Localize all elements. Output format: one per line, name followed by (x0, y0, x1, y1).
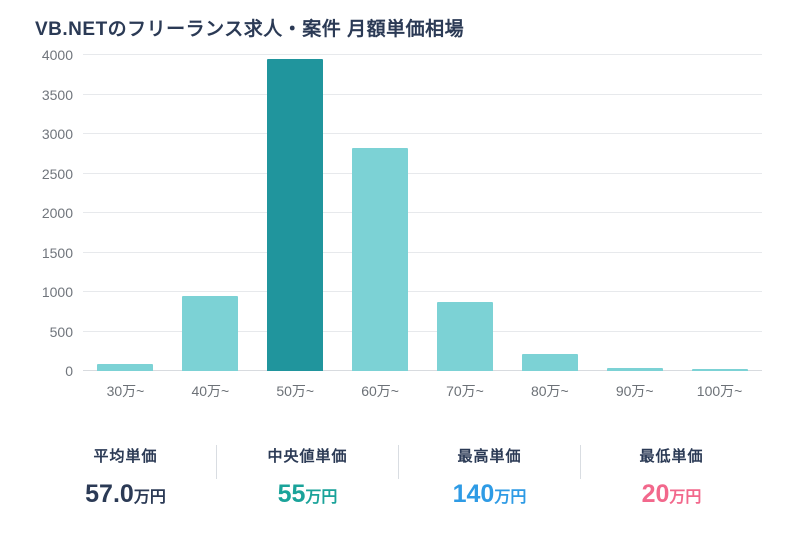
x-tick-label: 60万~ (361, 383, 399, 399)
bar-30万~ (97, 363, 154, 371)
gridline (83, 251, 762, 253)
bar-40万~ (182, 295, 239, 371)
gridline (83, 212, 762, 213)
x-tick-label: 30万~ (106, 383, 145, 399)
y-tick-label: 2000 (41, 205, 73, 221)
y-tick-label: 3000 (41, 126, 73, 142)
stat-min-value: 20万円 (641, 480, 702, 508)
y-tick-label: 3500 (41, 86, 73, 103)
plot-area (83, 54, 762, 371)
bar-100万~ (691, 369, 748, 371)
bar-slot (253, 55, 338, 371)
bar-80万~ (521, 354, 578, 371)
x-axis: 30万~ 40万~ 50万~ 60万~ 70万~ 80万~ 90万~ 100万~ (83, 371, 762, 401)
bar-slot (507, 55, 592, 371)
gridline (83, 93, 762, 95)
gridline (83, 291, 762, 292)
gridline (83, 370, 762, 371)
gridline (83, 133, 762, 134)
gridline (83, 54, 762, 55)
y-tick-label: 4000 (41, 47, 73, 63)
divider (216, 445, 217, 479)
stat-median-label: 中央値単価 (267, 448, 348, 465)
divider (580, 445, 581, 479)
gridline (83, 330, 762, 332)
y-tick-label: 1500 (41, 244, 73, 261)
stat-max-value: 140万円 (452, 480, 527, 508)
bar-70万~ (436, 302, 493, 371)
stat-average: 平均単価 57.0万円 (35, 445, 216, 507)
y-tick-label: 500 (49, 323, 73, 340)
x-tick-label: 100万~ (696, 383, 743, 399)
x-tick-label: 70万~ (446, 383, 484, 399)
stats-row: 平均単価 57.0万円 中央値単価 55万円 最高単価 140万円 最低単価 2… (35, 445, 762, 507)
x-tick-label: 40万~ (191, 383, 230, 399)
stat-average-label: 平均単価 (93, 448, 158, 465)
bars-container (83, 55, 762, 371)
stat-min-label: 最低単価 (639, 448, 704, 465)
page-title: VB.NETのフリーランス求人・案件 月額単価相場 (35, 19, 465, 40)
bar-slot (338, 55, 423, 371)
stat-max: 最高単価 140万円 (399, 445, 580, 507)
bar-50万~ (267, 58, 324, 371)
bar-slot (423, 55, 508, 371)
y-tick-label: 0 (65, 363, 73, 379)
x-tick-label: 50万~ (276, 383, 315, 399)
bar-slot (677, 55, 762, 371)
x-tick-label: 90万~ (615, 383, 654, 399)
stat-average-value: 57.0万円 (85, 480, 166, 508)
y-tick-label: 2500 (41, 165, 73, 182)
divider (398, 445, 399, 479)
stat-median: 中央値単価 55万円 (217, 445, 398, 507)
gridline (83, 172, 762, 174)
bar-slot (592, 55, 677, 371)
x-tick-label: 80万~ (530, 383, 569, 399)
bar-slot (168, 55, 253, 371)
bar-90万~ (606, 367, 663, 371)
bar-60万~ (352, 148, 409, 371)
stat-median-value: 55万円 (277, 480, 338, 508)
y-tick-label: 1000 (41, 284, 73, 300)
bar-chart: 0 500 1000 1500 2000 2500 3000 3500 4000 30万~ 40万… (35, 48, 762, 401)
stat-min: 最低単価 20万円 (581, 445, 762, 507)
bar-slot (83, 55, 168, 371)
stat-max-label: 最高単価 (457, 448, 522, 465)
y-axis: 0 500 1000 1500 2000 2500 3000 3500 4000 (35, 48, 83, 378)
